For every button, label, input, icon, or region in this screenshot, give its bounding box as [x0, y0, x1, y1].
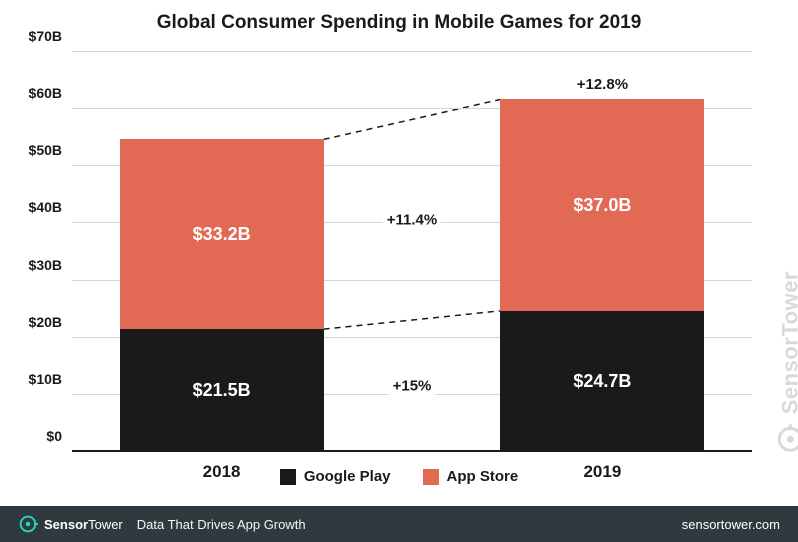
segment-value-label: $37.0B	[573, 195, 631, 216]
segment-google-play: $21.5B	[120, 329, 324, 452]
legend-swatch	[280, 469, 296, 485]
y-tick-label: $40B	[29, 199, 72, 215]
brand-icon	[18, 514, 38, 534]
watermark: SensorTower	[775, 271, 798, 454]
segment-app-store: $37.0B	[500, 99, 704, 310]
y-tick-label: $50B	[29, 142, 72, 158]
segment-google-play: $24.7B	[500, 311, 704, 452]
watermark-icon	[775, 424, 798, 454]
legend-label: Google Play	[304, 468, 391, 485]
footer-site: sensortower.com	[682, 517, 780, 532]
grid-line	[72, 51, 752, 52]
legend-item: Google Play	[280, 468, 391, 485]
y-tick-label: $10B	[29, 371, 72, 387]
y-tick-label: $20B	[29, 314, 72, 330]
segment-value-label: $24.7B	[573, 371, 631, 392]
footer-bar: SensorTower Data That Drives App Growth …	[0, 506, 798, 542]
bar-2019: $24.7B $37.0B	[500, 99, 704, 452]
y-tick-label: $0	[46, 428, 72, 444]
legend-item: App Store	[423, 468, 519, 485]
bar-2018: $21.5B $33.2B	[120, 139, 324, 452]
growth-annotation: +15%	[389, 376, 436, 397]
segment-value-label: $33.2B	[193, 224, 251, 245]
segment-app-store: $33.2B	[120, 139, 324, 329]
legend: Google Play App Store	[0, 468, 798, 490]
footer-brand: SensorTower	[18, 514, 123, 534]
brand-light: Tower	[88, 517, 123, 532]
total-growth-annotation: +12.8%	[577, 76, 628, 99]
y-tick-label: $70B	[29, 28, 72, 44]
segment-value-label: $21.5B	[193, 380, 251, 401]
chart-title: Global Consumer Spending in Mobile Games…	[0, 12, 798, 34]
legend-swatch	[423, 469, 439, 485]
footer-tagline: Data That Drives App Growth	[137, 517, 306, 532]
watermark-text: SensorTower	[777, 271, 798, 414]
growth-annotation: +11.4%	[383, 209, 441, 230]
y-tick-label: $30B	[29, 257, 72, 273]
brand-bold: Sensor	[44, 517, 88, 532]
chart-plot-area: $0$10B$20B$30B$40B$50B$60B$70B$21.5B$33.…	[72, 52, 752, 452]
y-tick-label: $60B	[29, 85, 72, 101]
legend-label: App Store	[447, 468, 519, 485]
